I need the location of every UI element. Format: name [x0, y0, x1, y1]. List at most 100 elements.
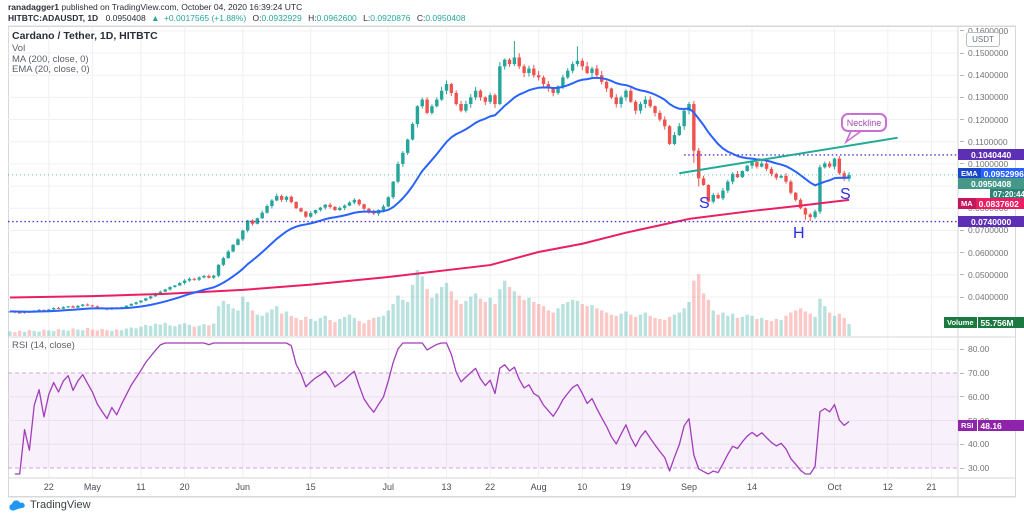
candle-body-down	[653, 106, 657, 113]
open-key: O:	[252, 13, 262, 23]
last-price-label-value: 0.0950408	[958, 178, 1024, 189]
last-price-label: 0.0950408	[958, 178, 1024, 189]
candle-body-down	[551, 88, 555, 93]
candle-body-up	[444, 84, 449, 91]
volume-value: 55.756M	[977, 317, 1024, 328]
volume-bar	[764, 320, 769, 336]
candle-body-up	[619, 97, 623, 105]
date-tick: Jul	[382, 482, 395, 492]
volume-bar	[61, 330, 66, 336]
rsi-tick: 60.00	[960, 392, 1020, 402]
volume-bar	[255, 314, 260, 336]
candle-body-down	[789, 181, 793, 193]
candle-body-down	[629, 90, 633, 102]
head-label[interactable]: H	[793, 225, 805, 242]
date-tick: Aug	[530, 482, 547, 492]
candle-body-up	[779, 175, 783, 178]
ema-value: 0.0952996	[980, 168, 1024, 179]
rsi-value: 48.16	[977, 420, 1024, 431]
volume-bar	[47, 330, 51, 336]
candle-body-down	[493, 95, 497, 105]
volume-bar	[803, 311, 808, 336]
volume-bar	[187, 324, 192, 336]
rsi-band	[8, 373, 958, 468]
volume-bar	[706, 299, 711, 336]
tick-text: 80.00	[968, 344, 990, 355]
candle-body-down	[658, 112, 662, 120]
upper-level-value: 0.1040440	[958, 149, 1024, 160]
candle-body-down	[95, 306, 99, 308]
volume-bar	[740, 316, 745, 336]
candle-body-up	[386, 197, 390, 207]
volume-bar	[726, 315, 730, 336]
volume-bar	[13, 332, 17, 336]
tick-mark	[960, 274, 964, 276]
candle-body-up	[760, 163, 764, 167]
volume-bar	[663, 320, 667, 336]
volume-bar	[66, 330, 70, 336]
volume-bar	[134, 328, 138, 336]
candle-body-up	[503, 59, 507, 67]
rsi-tick: 30.00	[960, 463, 1020, 473]
volume-bar	[575, 300, 580, 336]
candle-body-down	[250, 220, 255, 224]
volume-bar	[153, 323, 158, 336]
volume-bar	[774, 318, 778, 336]
candle-body-up	[813, 211, 817, 218]
price-tick: 0.1600000	[960, 26, 1020, 36]
tick-text: 40.00	[968, 439, 990, 450]
candle-body-up	[245, 220, 250, 231]
candle-body-up	[488, 95, 492, 102]
tradingview-attribution[interactable]: TradingView	[9, 499, 91, 511]
price-tick: 0.1000000	[960, 159, 1020, 169]
volume-bar	[333, 322, 337, 336]
price-tick: 0.1100000	[960, 137, 1020, 147]
tick-text: 0.1400000	[968, 70, 1009, 81]
date-tick: 15	[305, 482, 316, 492]
candle-body-down	[333, 206, 337, 211]
candle-body-up	[284, 196, 289, 200]
volume-bar	[260, 315, 264, 336]
price-tick: 0.1300000	[960, 92, 1020, 102]
volume-bar	[158, 324, 163, 336]
volume-bar	[207, 325, 211, 336]
ema20-legend: EMA (20, close, 0)	[12, 64, 90, 75]
neckline-trendline	[679, 136, 898, 175]
volume-bar	[648, 315, 652, 336]
candle-body-down	[362, 204, 366, 209]
candle-body-up	[212, 275, 216, 278]
candle-body-up	[473, 90, 478, 98]
volume-bar	[362, 323, 366, 336]
candle-body-up	[381, 206, 386, 211]
candle-body-up	[163, 289, 167, 292]
tick-text: 0.0600000	[968, 247, 1009, 258]
ma-tag: MA	[958, 198, 976, 209]
ma200-line	[9, 198, 850, 299]
candle-body-down	[478, 90, 483, 98]
candle-body-down	[328, 204, 332, 207]
volume-bar	[541, 306, 546, 336]
volume-bar	[37, 331, 41, 336]
tick-text: 60.00	[968, 391, 990, 402]
candle-body-up	[726, 181, 730, 191]
candle-body-up	[51, 308, 56, 310]
candle-body-down	[614, 97, 618, 105]
candle-body-up	[406, 139, 410, 153]
candle-body-down	[774, 173, 778, 178]
ma-value: 0.0837602	[975, 198, 1024, 209]
candle-body-down	[706, 184, 711, 202]
neckline-callout[interactable]: Neckline	[841, 113, 887, 132]
right-shoulder-label[interactable]: S	[840, 186, 851, 203]
left-shoulder-label[interactable]: S	[699, 195, 710, 212]
price-tick: 0.0700000	[960, 225, 1020, 235]
tick-mark	[960, 229, 964, 231]
tick-mark	[960, 119, 964, 121]
candle-body-up	[37, 309, 41, 311]
candle-body-down	[18, 312, 22, 314]
tick-mark	[960, 372, 964, 374]
tick-mark	[960, 467, 964, 469]
volume-bar	[760, 317, 764, 336]
candle-body-up	[750, 162, 754, 166]
candle-body-up	[66, 306, 70, 308]
currency-toggle-button[interactable]: USDT	[966, 32, 1000, 47]
